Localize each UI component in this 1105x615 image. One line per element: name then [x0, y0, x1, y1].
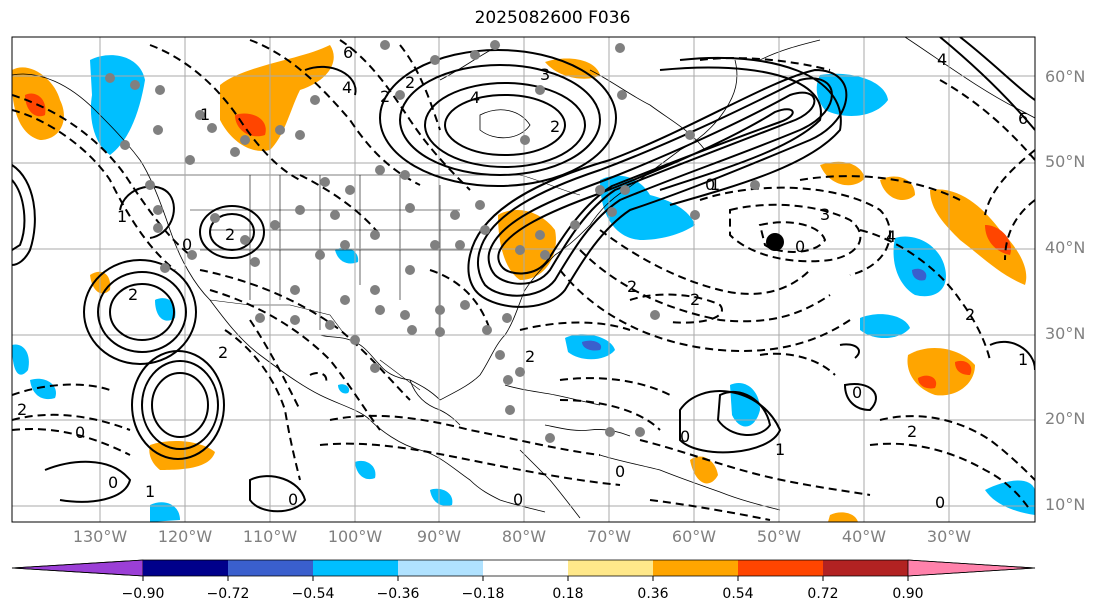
- contour-label: 1: [1018, 350, 1028, 369]
- contour-label: 0: [182, 235, 192, 254]
- contour-label: 0: [108, 473, 118, 492]
- lon-label-80w: 80°W: [501, 527, 547, 546]
- lon-label-110w: 110°W: [242, 527, 298, 546]
- colorbar-low-extend: [11, 559, 144, 577]
- colorbar-cell: [823, 560, 908, 576]
- contour-label: 0: [935, 493, 945, 512]
- colorbar-cell: [483, 560, 568, 576]
- contour-label: 1: [117, 207, 127, 226]
- contour-label: 4: [886, 227, 896, 246]
- contour-label: 1: [145, 482, 155, 501]
- colorbar-cell: [568, 560, 653, 576]
- colorbar-cell: [228, 560, 313, 576]
- lon-label-90w: 90°W: [416, 527, 462, 546]
- lon-label-40w: 40°W: [841, 527, 887, 546]
- station-markers: [105, 40, 760, 443]
- colorbar-tick-label: 0.90: [892, 586, 924, 602]
- lat-label-50n: 50°N: [1045, 152, 1086, 171]
- lat-label-10n: 10°N: [1045, 495, 1086, 514]
- contour-label: 0: [795, 237, 805, 256]
- coastlines: [12, 37, 1035, 519]
- contour-label: 4: [342, 78, 352, 97]
- contour-label: 3: [820, 205, 830, 224]
- lon-label-50w: 50°W: [756, 527, 802, 546]
- colorbar-tick-label: 0.18: [552, 586, 584, 602]
- colorbar-tick-label: 0.36: [637, 586, 669, 602]
- colorbar-cell: [313, 560, 398, 576]
- map-frame: [11, 36, 1036, 523]
- lon-label-60w: 60°W: [671, 527, 717, 546]
- contour-label: 0: [288, 490, 298, 509]
- contour-label: 0: [680, 427, 690, 446]
- contour-label: 6: [343, 43, 353, 62]
- graticule: [12, 37, 1035, 522]
- contour-label: 3: [540, 65, 550, 84]
- colorbar-tick-label: 0.72: [807, 586, 839, 602]
- contour-label: 2: [218, 343, 228, 362]
- contour-label: 1: [200, 105, 210, 124]
- contour-label: 2: [627, 277, 637, 296]
- map-field: 6 4 4 3 2 1 2 4 6 2 2 2 1 2 3 0 4 1 2 2 …: [12, 37, 1035, 522]
- contour-label: 0: [705, 175, 715, 194]
- contour-label: 4: [470, 88, 480, 107]
- contour-label: 2: [405, 73, 415, 92]
- lat-label-20n: 20°N: [1045, 409, 1086, 428]
- colorbar-tick-label: −0.54: [291, 586, 335, 602]
- lat-label-40n: 40°N: [1045, 238, 1086, 257]
- contour-label: 2: [550, 117, 560, 136]
- contour-label: 1: [710, 175, 720, 194]
- contour-label: 2: [965, 305, 975, 324]
- contour-label: 2: [907, 422, 917, 441]
- colorbar-cell: [738, 560, 823, 576]
- colorbar-cell: [143, 560, 228, 576]
- lon-label-100w: 100°W: [327, 527, 383, 546]
- colorbar-tick-label: −0.18: [461, 586, 505, 602]
- lat-label-60n: 60°N: [1045, 67, 1086, 86]
- contour-labels: 6 4 4 3 2 1 2 4 6 2 2 2 1 2 3 0 4 1 2 2 …: [17, 43, 1028, 512]
- contour-label: 2: [525, 347, 535, 366]
- colorbar-high-extend: [907, 559, 1036, 577]
- contour-label: 0: [75, 423, 85, 442]
- map-title: 2025082600 F036: [474, 8, 631, 28]
- lat-label-30n: 30°N: [1045, 324, 1086, 343]
- lon-label-30w: 30°W: [926, 527, 972, 546]
- contour-label: 0: [615, 462, 625, 481]
- lon-label-120w: 120°W: [157, 527, 213, 546]
- contour-label: 6: [1018, 109, 1028, 128]
- contour-label: 0: [852, 383, 862, 402]
- contour-label: 2: [17, 400, 27, 419]
- contour-label: 2: [690, 290, 700, 309]
- colorbar: [11, 559, 1036, 581]
- shaded-red-areas: [25, 93, 1011, 389]
- contour-label: 0: [513, 490, 523, 509]
- colorbar-tick-label: −0.36: [376, 586, 420, 602]
- lon-label-130w: 130°W: [72, 527, 128, 546]
- contour-label: 2: [225, 225, 235, 244]
- storm-center-marker: [766, 233, 784, 251]
- contour-label: 1: [775, 440, 785, 459]
- colorbar-tick-label: −0.90: [121, 586, 165, 602]
- colorbar-cell: [398, 560, 483, 576]
- colorbar-tick-label: −0.72: [206, 586, 250, 602]
- colorbar-cell: [653, 560, 738, 576]
- dashed-contours: [12, 39, 1035, 521]
- lon-label-70w: 70°W: [586, 527, 632, 546]
- contour-label: 2: [128, 285, 138, 304]
- contour-label: 4: [937, 50, 947, 69]
- solid-contours: [12, 37, 1035, 513]
- contour-label: 2: [380, 87, 390, 106]
- shaded-blue-areas: [582, 268, 927, 351]
- colorbar-tick-label: 0.54: [722, 586, 754, 602]
